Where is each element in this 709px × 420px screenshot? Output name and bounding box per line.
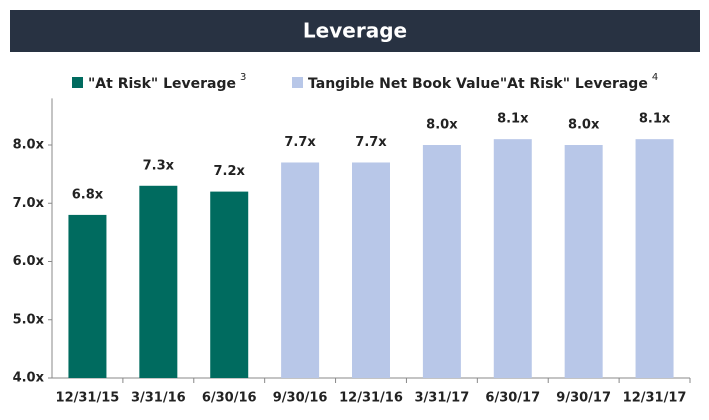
x-tick-label: 6/30/16 [202,391,257,406]
value-label: 8.1x [497,112,529,127]
value-label: 8.0x [426,118,458,133]
x-tick-label: 12/31/16 [339,391,403,406]
y-tick-label: 5.0x [13,312,45,327]
bar [422,145,461,378]
value-label: 6.8x [72,187,104,202]
x-tick-label: 3/31/16 [131,391,186,406]
bar [493,139,532,378]
x-tick-label: 6/30/17 [485,391,540,406]
value-label: 8.0x [568,118,600,133]
legend-swatch [72,77,83,88]
title-bar [10,10,700,52]
bar [564,145,603,378]
value-label: 7.2x [214,164,246,179]
x-tick-label: 9/30/17 [556,391,611,406]
legend-superscript: 3 [240,72,246,83]
bar [210,191,249,378]
value-label: 7.7x [284,135,316,150]
y-tick-label: 8.0x [13,138,45,153]
legend-label: "At Risk" Leverage [88,76,236,92]
bar [635,139,674,378]
value-label: 7.7x [355,135,387,150]
x-tick-label: 3/31/17 [415,391,470,406]
legend-superscript: 4 [652,72,658,83]
chart-title: Leverage [303,19,407,43]
value-label: 8.1x [639,112,671,127]
legend-label: Tangible Net Book Value"At Risk" Leverag… [308,76,648,92]
x-tick-label: 12/31/15 [56,391,120,406]
x-tick-label: 12/31/17 [623,391,687,406]
bar [281,162,320,378]
bar [352,162,390,378]
value-label: 7.3x [143,158,175,173]
legend-swatch [292,77,303,88]
bar [139,185,178,378]
y-tick-label: 7.0x [13,196,45,211]
x-tick-label: 9/30/16 [273,391,328,406]
y-tick-label: 6.0x [13,254,45,269]
y-tick-label: 4.0x [13,371,45,386]
bar [68,214,107,378]
